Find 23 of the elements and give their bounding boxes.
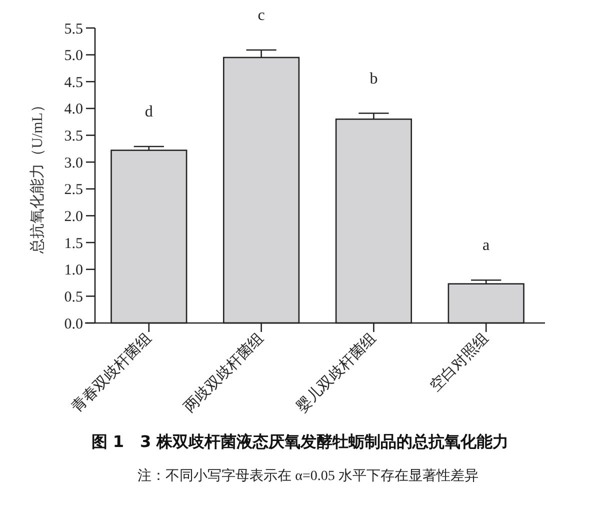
y-tick-label: 1.0 (64, 262, 83, 279)
y-tick-label: 2.0 (64, 208, 83, 225)
y-tick-label: 4.5 (64, 74, 83, 91)
y-tick-label: 3.5 (64, 128, 83, 145)
y-tick-label: 3.0 (64, 155, 83, 172)
x-tick-label: 空白对照组 (426, 330, 492, 395)
x-tick-label: 青春双歧杆菌组 (68, 330, 155, 416)
annotation: d (144, 104, 153, 121)
y-tick-label: 5.5 (64, 21, 83, 38)
x-tick-label: 婴儿双歧杆菌组 (293, 330, 380, 416)
text: 图 1 3 株双歧杆菌液态厌氧发酵牡蛎制品的总抗氧化能力 (91, 432, 509, 451)
text: 注：不同小写字母表示在 α=0.05 水平下存在显著性差异 (138, 468, 478, 484)
annotation: a (482, 237, 490, 254)
y-tick-label: 0.0 (64, 316, 83, 332)
y-tick-label: 1.5 (64, 236, 83, 252)
y-axis-title: 总抗氧化能力（U/mL） (29, 98, 46, 254)
x-tick-label: 两歧双歧杆菌组 (180, 330, 268, 416)
y-tick-label: 2.5 (64, 182, 83, 198)
text: c (258, 6, 265, 24)
annotation: b (370, 70, 378, 88)
y-tick-label: 4.0 (64, 102, 83, 118)
y-tick-label: 5.0 (64, 48, 83, 64)
y-tick-label: 0.5 (64, 289, 83, 306)
